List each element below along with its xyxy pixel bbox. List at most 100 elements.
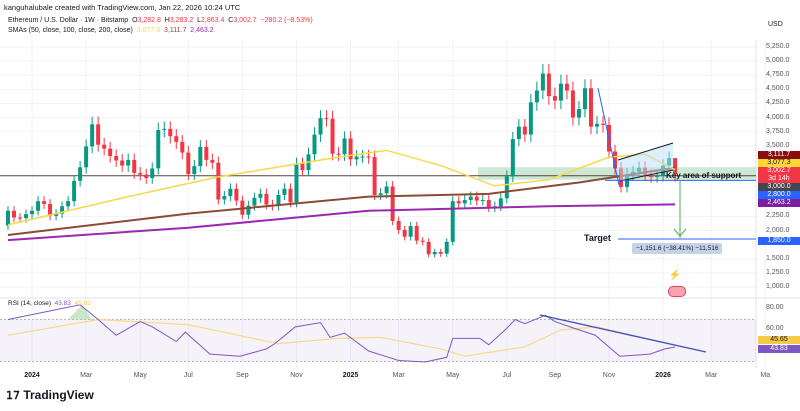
- candle-body: [402, 229, 407, 237]
- credit-line: kanguhalubale created with TradingView.c…: [4, 3, 241, 12]
- candle-body: [120, 160, 125, 166]
- rsi-price-label: 43.83: [758, 345, 800, 353]
- candle-body: [576, 109, 581, 118]
- price-tick: 5,000.0: [766, 57, 790, 65]
- candle-body: [408, 226, 413, 237]
- candle-body: [600, 123, 605, 125]
- rsi-tick: 80.00: [766, 304, 784, 311]
- price-tick: 4,000.0: [766, 113, 790, 121]
- candle-body: [132, 159, 137, 173]
- time-tick: Jul: [183, 372, 193, 379]
- candle-body: [276, 194, 281, 206]
- candle-body: [546, 73, 551, 97]
- channel-fill: [618, 143, 673, 181]
- time-tick: Sep: [548, 372, 562, 379]
- rsi-overbought-fill: [68, 304, 92, 320]
- candle-body: [324, 118, 329, 120]
- candle-body: [498, 198, 503, 207]
- candle-body: [30, 210, 35, 215]
- candle-body: [102, 144, 107, 149]
- candle-body: [186, 152, 191, 175]
- candle-body: [288, 188, 293, 203]
- candle-body: [510, 139, 515, 177]
- price-tick: 3,500.0: [766, 141, 790, 149]
- rsi-legend[interactable]: RSI (14, close) 43.83 45.65: [8, 300, 91, 307]
- price-label: 2,463.2: [758, 199, 800, 207]
- symbol-name[interactable]: Ethereum / U.S. Dollar · 1W · Bitstamp: [8, 17, 129, 24]
- price-tick: 1,250.0: [766, 268, 790, 276]
- candle-body: [516, 126, 521, 140]
- rsi-ma-value: 45.65: [74, 300, 91, 307]
- candle-body: [234, 188, 239, 201]
- candle-body: [150, 168, 155, 179]
- candle-body: [198, 146, 203, 167]
- candle-body: [396, 220, 401, 230]
- candle-body: [108, 148, 113, 156]
- sma50-line: [7, 149, 676, 226]
- candle-body: [390, 186, 395, 221]
- trend-line: [597, 87, 620, 186]
- sma200-value: 2,463.2: [190, 27, 214, 34]
- sma200-line: [7, 203, 676, 242]
- candle-body: [252, 197, 257, 206]
- time-tick: Nov: [290, 372, 303, 379]
- candle-body: [444, 241, 449, 254]
- candle-body: [594, 123, 599, 127]
- price-tick: 2,000.0: [766, 226, 790, 234]
- candle-body: [522, 126, 527, 135]
- currency-label: USD: [768, 21, 783, 28]
- candle-body: [360, 156, 365, 158]
- candle-body: [552, 96, 557, 101]
- price-label: 3,000.0: [758, 183, 800, 191]
- event-lightning-icon[interactable]: ⚡: [668, 270, 682, 281]
- time-tick: Sep: [236, 372, 249, 379]
- candle-body: [24, 214, 29, 219]
- channel-lower-line: [619, 169, 674, 182]
- candle-body: [90, 124, 95, 147]
- rsi-ma-line: [7, 318, 676, 357]
- tradingview-logo: 𝟣𝟩 TradingView: [6, 388, 94, 402]
- candle-body: [126, 159, 131, 166]
- us-flag-event-icon[interactable]: [668, 286, 686, 297]
- time-tick: Nov: [602, 372, 616, 379]
- close-value: 3,002.7: [233, 17, 257, 24]
- candle-body: [300, 163, 305, 171]
- rsi-tick: 60.00: [766, 325, 784, 332]
- time-tick: May: [133, 372, 147, 379]
- time-tick: 2025: [342, 372, 359, 379]
- candle-body: [558, 83, 563, 101]
- candle-body: [246, 205, 251, 215]
- price-label: 1,850.0: [758, 237, 800, 245]
- price-tick: 4,500.0: [766, 85, 790, 93]
- candle-body: [655, 175, 660, 177]
- price-tick: 4,750.0: [766, 71, 790, 79]
- price-label: 3,111.7: [758, 151, 800, 159]
- candle-body: [210, 159, 215, 163]
- candle-body: [258, 193, 263, 198]
- sma-legend[interactable]: SMAs (50, close, 100, close, 200, close)…: [8, 27, 214, 34]
- candle-body: [420, 240, 425, 242]
- candle-body: [204, 146, 209, 160]
- high-value: 3,283.2: [169, 17, 194, 24]
- candle-body: [222, 196, 227, 200]
- rsi-line: [7, 304, 676, 363]
- candle-body: [342, 138, 347, 155]
- candle-body: [84, 146, 89, 168]
- price-tick: 5,250.0: [766, 43, 790, 50]
- change-value: −280.2 (−8.53%): [260, 17, 313, 24]
- candle-body: [6, 210, 10, 226]
- candle-body: [12, 210, 17, 218]
- candle-body: [72, 180, 77, 202]
- candle-body: [138, 172, 143, 175]
- candle-body: [168, 128, 173, 137]
- time-tick: 2026: [655, 372, 671, 379]
- low-value: 2,863.4: [201, 17, 225, 24]
- candle-body: [144, 174, 149, 179]
- sma100-line: [7, 166, 676, 237]
- candle-body: [432, 251, 437, 255]
- candle-body: [336, 153, 341, 155]
- rsi-band: [0, 319, 756, 362]
- candle-body: [504, 176, 509, 199]
- candle-body: [228, 188, 233, 197]
